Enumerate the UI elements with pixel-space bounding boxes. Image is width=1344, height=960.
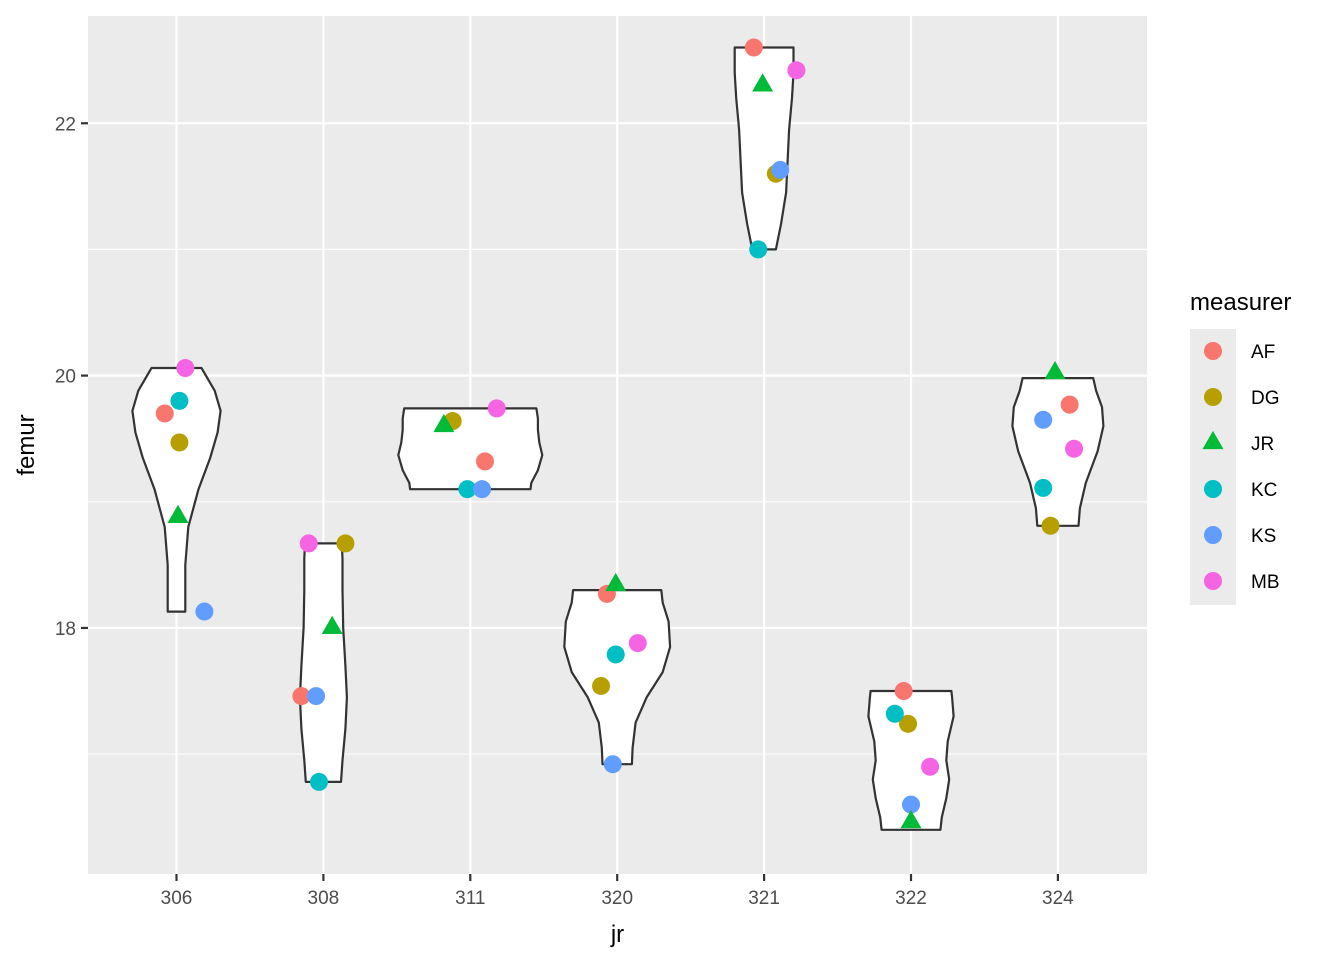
point-jr-322 xyxy=(900,810,922,829)
point-jr-311 xyxy=(433,413,455,433)
x-tick-label: 311 xyxy=(455,888,485,909)
point-dg-306 xyxy=(170,433,189,452)
point-layer xyxy=(155,38,1084,829)
point-mb-320 xyxy=(628,634,647,653)
point-af-321 xyxy=(744,38,763,57)
point-af-322 xyxy=(894,682,913,701)
legend-title: measurer xyxy=(1190,289,1291,316)
point-dg-324 xyxy=(1041,516,1060,535)
y-tick-label: 18 xyxy=(55,619,76,640)
violin-layer xyxy=(131,46,1105,831)
violin-308 xyxy=(298,542,348,783)
legend-label-mb: MB xyxy=(1251,572,1280,593)
point-ks-320 xyxy=(603,755,622,774)
y-tick-label: 22 xyxy=(55,114,76,135)
point-ks-308 xyxy=(307,687,326,706)
violin-306 xyxy=(131,366,222,613)
x-axis-title: jr xyxy=(610,921,624,948)
point-kc-322 xyxy=(885,704,904,723)
point-kc-308 xyxy=(309,772,328,791)
x-tick-label: 324 xyxy=(1042,888,1074,909)
legend-key-background xyxy=(1190,329,1236,605)
point-jr-320 xyxy=(605,572,627,592)
point-kc-306 xyxy=(170,391,189,410)
point-af-324 xyxy=(1060,395,1079,414)
point-jr-306 xyxy=(167,504,189,523)
x-tick-label: 321 xyxy=(748,888,780,909)
y-tick-label: 20 xyxy=(55,367,76,388)
point-jr-321 xyxy=(752,73,774,92)
x-tick-label: 322 xyxy=(895,888,927,909)
point-dg-308 xyxy=(336,534,355,553)
legend-key-dg xyxy=(1204,388,1222,406)
x-tick-label: 320 xyxy=(601,888,633,909)
point-mb-306 xyxy=(176,359,195,378)
legend-label-jr: JR xyxy=(1251,434,1274,455)
legend-label-kc: KC xyxy=(1251,480,1277,501)
legend-key-mb xyxy=(1204,572,1222,590)
point-mb-321 xyxy=(787,61,806,80)
violin-311 xyxy=(397,407,544,491)
y-axis: 18 20 22 xyxy=(55,114,88,640)
violin-322 xyxy=(867,689,955,831)
point-af-306 xyxy=(155,404,174,423)
point-kc-320 xyxy=(606,645,625,664)
x-tick-label: 308 xyxy=(308,888,340,909)
point-jr-324 xyxy=(1044,361,1066,380)
legend-label-ks: KS xyxy=(1251,526,1276,547)
y-axis-title: femur xyxy=(13,414,40,475)
point-ks-311 xyxy=(473,480,492,499)
point-jr-308 xyxy=(321,615,343,634)
point-dg-322 xyxy=(899,714,918,733)
legend-key-jr xyxy=(1202,430,1224,450)
point-af-311 xyxy=(475,452,494,471)
point-ks-322 xyxy=(902,795,920,814)
point-kc-311 xyxy=(458,480,477,499)
legend-label-af: AF xyxy=(1251,342,1275,363)
legend-key-af xyxy=(1204,342,1222,360)
legend-label-dg: DG xyxy=(1251,388,1280,409)
legend: measurer AF DG JR KC KS MB xyxy=(1190,289,1291,605)
legend-key-ks xyxy=(1204,526,1222,544)
point-kc-321 xyxy=(749,240,768,259)
point-af-308 xyxy=(292,687,311,706)
violin-320 xyxy=(563,589,672,766)
point-ks-321 xyxy=(771,160,790,179)
point-ks-324 xyxy=(1034,410,1053,429)
point-mb-311 xyxy=(487,399,506,418)
point-dg-320 xyxy=(592,676,611,695)
point-mb-322 xyxy=(921,757,940,776)
point-ks-306 xyxy=(195,602,214,621)
point-kc-324 xyxy=(1034,478,1053,497)
x-tick-label: 306 xyxy=(161,888,193,909)
x-axis: 306 308 311 320 321 322 324 xyxy=(161,874,1074,909)
point-mb-324 xyxy=(1065,439,1084,458)
point-mb-308 xyxy=(299,534,318,553)
legend-key-kc xyxy=(1204,480,1222,498)
